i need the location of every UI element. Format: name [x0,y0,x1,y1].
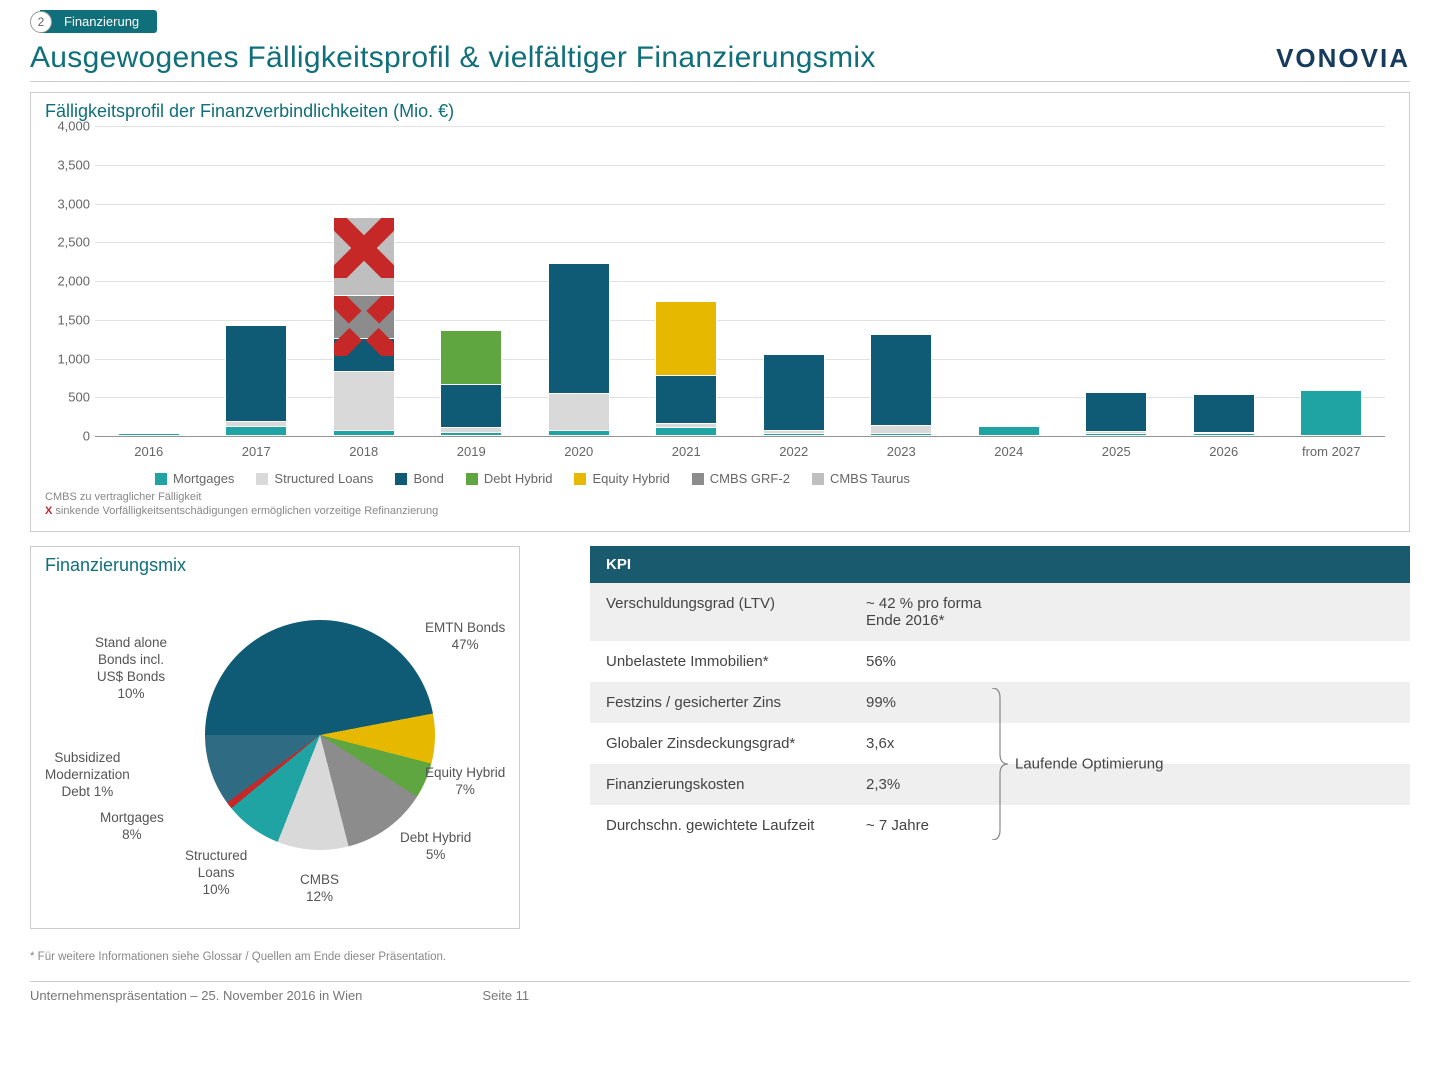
kpi-body: Verschuldungsgrad (LTV)~ 42 % pro forma … [590,583,1410,846]
pie-disc [205,620,435,850]
kpi-table: KPI Verschuldungsgrad (LTV)~ 42 % pro fo… [590,546,1410,929]
pie-label: CMBS 12% [300,872,339,906]
kpi-row: Verschuldungsgrad (LTV)~ 42 % pro forma … [590,583,1410,641]
pie-label: Equity Hybrid 7% [425,765,505,799]
bar-2022: 2022 [740,126,848,436]
kpi-row: Unbelastete Immobilien*56% [590,641,1410,682]
legend-item: CMBS GRF-2 [692,471,790,486]
legend-item: Equity Hybrid [574,471,669,486]
bar-2026: 2026 [1170,126,1278,436]
maturity-profile-panel: Fälligkeitsprofil der Finanzverbindlichk… [30,92,1410,532]
legend-item: Mortgages [155,471,234,486]
kpi-header: KPI [590,546,1410,583]
pie-label: Structured Loans 10% [185,848,247,899]
bar-2020: 2020 [525,126,633,436]
bar-2018: 2018 [310,126,418,436]
bar-chart-title: Fälligkeitsprofil der Finanzverbindlichk… [45,101,1395,122]
bar-2021: 2021 [633,126,741,436]
bar-2017: 2017 [203,126,311,436]
bar-2016: 2016 [95,126,203,436]
page-title: Ausgewogenes Fälligkeitsprofil & vielfäl… [30,41,876,75]
legend-item: CMBS Taurus [812,471,910,486]
legend-item: Structured Loans [256,471,373,486]
footer-right: Seite 11 [482,988,529,1003]
section-tag: 2 Finanzierung [30,10,1410,33]
pie-title: Finanzierungsmix [45,555,505,576]
page-footer: Unternehmenspräsentation – 25. November … [30,982,1410,1003]
bar-chart: 05001,0001,5002,0002,5003,0003,5004,0002… [95,126,1385,437]
bar-2023: 2023 [848,126,956,436]
title-row: Ausgewogenes Fälligkeitsprofil & vielfäl… [30,41,1410,75]
legend-item: Bond [395,471,443,486]
pie-label: Stand alone Bonds incl. US$ Bonds 10% [95,635,167,703]
logo: VONOVIA [1276,43,1410,74]
tag-label: Finanzierung [40,10,157,33]
bar-2019: 2019 [418,126,526,436]
footnote-1: CMBS zu vertraglicher Fälligkeit [45,490,1395,504]
pie-label: Debt Hybrid 5% [400,830,471,864]
legend: Mortgages Structured Loans Bond Debt Hybrid… [155,471,1395,486]
chart-footnotes: CMBS zu vertraglicher Fälligkeit X sinke… [45,490,1395,519]
pie-chart: EMTN Bonds 47% Equity Hybrid 7% Debt Hybri… [45,580,505,920]
divider [30,81,1410,82]
financing-mix-panel: Finanzierungsmix EMTN Bonds 47% Equity Hy… [30,546,520,929]
legend-item: Debt Hybrid [466,471,553,486]
footer-left: Unternehmenspräsentation – 25. November … [30,988,362,1003]
pie-label: Subsidized Modernization Debt 1% [45,750,130,801]
kpi-bracket-note: Laufende Optimierung [1015,756,1163,773]
pie-label: EMTN Bonds 47% [425,620,505,654]
pie-label: Mortgages 8% [100,810,164,844]
glossary-note: * Für weitere Informationen siehe Glossa… [30,951,1410,963]
bar-from 2027: from 2027 [1278,126,1386,436]
x-marker: X [45,505,52,517]
bar-2024: 2024 [955,126,1063,436]
bar-2025: 2025 [1063,126,1171,436]
footnote-2: sinkende Vorfälligkeitsentschädigungen e… [55,505,438,517]
tag-number: 2 [30,11,52,33]
